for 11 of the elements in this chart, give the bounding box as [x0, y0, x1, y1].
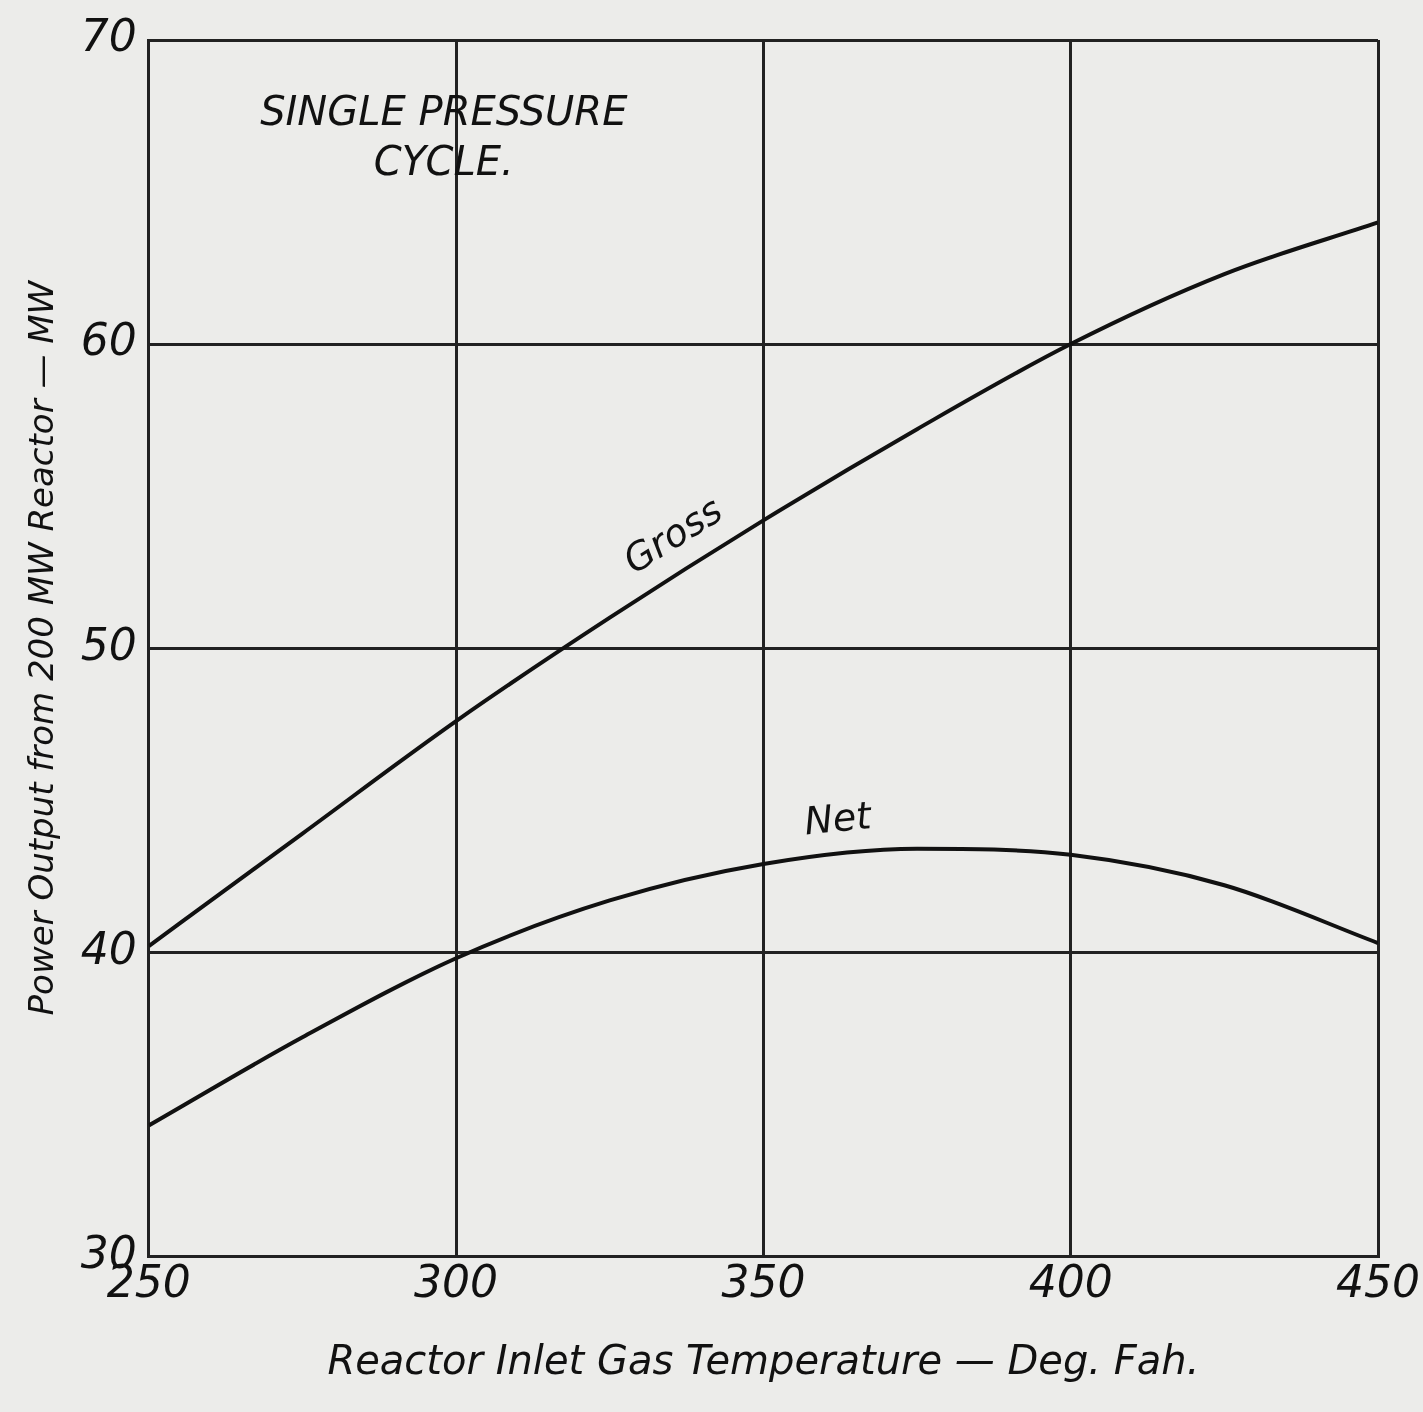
- x-tick-label: 450: [1336, 1256, 1420, 1308]
- text: Net: [802, 792, 876, 844]
- y-tick-label: 70: [80, 10, 137, 62]
- x-axis-title: Reactor Inlet Gas Temperature — Deg. Fah.: [327, 1337, 1200, 1384]
- x-tick-label: 350: [721, 1256, 806, 1308]
- y-axis-title: Power Output from 200 MW Reactor — MW: [21, 279, 62, 1016]
- y-tick-label: 60: [80, 314, 137, 366]
- x-tick-label: 400: [1028, 1256, 1113, 1308]
- x-tick-label: 300: [414, 1256, 499, 1308]
- y-tick-label: 40: [80, 922, 137, 974]
- y-tick-label: 50: [80, 618, 137, 670]
